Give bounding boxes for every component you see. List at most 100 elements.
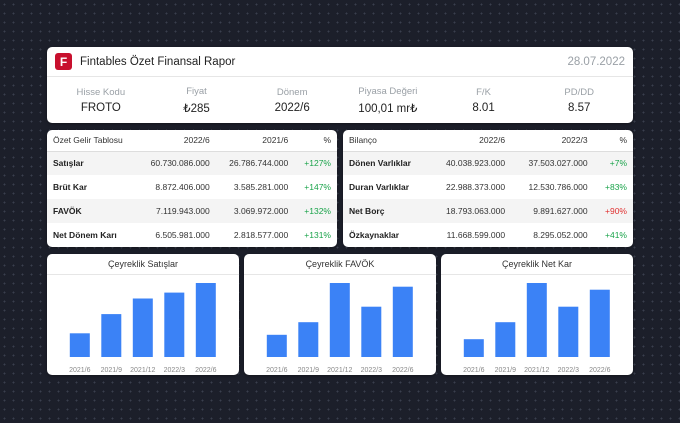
quarterly-net-profit-chart-card: Çeyreklik Net Kar 2021/6 2021/9 2021/12 202… bbox=[441, 254, 633, 375]
x-tick-label: 2021/9 bbox=[495, 367, 517, 374]
bar-2021-9 bbox=[101, 314, 122, 357]
table-row: FAVÖK 7.119.943.000 3.069.972.000 +132% bbox=[47, 199, 337, 223]
cell-value: 7.119.943.000 bbox=[156, 206, 210, 216]
row-label: Net Borç bbox=[349, 206, 385, 216]
report-title: Fintables Özet Finansal Rapor bbox=[80, 55, 236, 68]
table-row: Dönen Varlıklar 40.038.923.000 37.503.02… bbox=[343, 151, 633, 175]
stat-label: Fiyat bbox=[186, 85, 207, 97]
column-header: 2022/3 bbox=[561, 135, 588, 146]
x-tick-label: 2021/9 bbox=[298, 367, 320, 374]
bar-2021-12 bbox=[526, 283, 547, 357]
column-header: % bbox=[323, 135, 331, 146]
report-date: 28.07.2022 bbox=[567, 55, 625, 68]
table-row: Özkaynaklar 11.668.599.000 8.295.052.000… bbox=[343, 223, 633, 247]
table-row: Net Borç 18.793.063.000 9.891.627.000 +9… bbox=[343, 199, 633, 223]
quarterly-ebitda-chart-card: Çeyreklik FAVÖK 2021/6 2021/9 2021/12 2022/… bbox=[244, 254, 436, 375]
bar-2021-12 bbox=[329, 283, 350, 357]
quarterly-net-profit-chart: 2021/6 2021/9 2021/12 2022/3 2022/6 bbox=[463, 283, 611, 374]
stat-pe-ratio: F/K 8.01 bbox=[436, 77, 532, 123]
x-tick-label: 2022/3 bbox=[558, 367, 580, 374]
table-row: Net Dönem Karı 6.505.981.000 2.818.577.0… bbox=[47, 223, 337, 247]
stat-label: F/K bbox=[476, 86, 491, 98]
stat-label: Hisse Kodu bbox=[76, 86, 126, 98]
x-tick-label: 2021/9 bbox=[101, 367, 123, 374]
bar-2022-3 bbox=[164, 292, 185, 357]
chart-title: Çeyreklik Satışlar bbox=[47, 254, 239, 275]
quarterly-ebitda-chart: 2021/6 2021/9 2021/12 2022/3 2022/6 bbox=[266, 283, 414, 374]
stat-value: 100,01 mr₺ bbox=[358, 102, 418, 115]
stat-ticker: Hisse Kodu FROTO bbox=[53, 77, 149, 123]
x-tick-label: 2021/12 bbox=[327, 367, 352, 374]
chart-title: Çeyreklik FAVÖK bbox=[244, 254, 436, 275]
stat-value: FROTO bbox=[80, 101, 121, 114]
change-percent: +132% bbox=[304, 206, 331, 216]
row-label: Brüt Kar bbox=[53, 182, 88, 192]
cell-value: 40.038.923.000 bbox=[446, 158, 506, 169]
cell-value: 11.668.599.000 bbox=[446, 230, 506, 240]
column-header: 2021/6 bbox=[262, 135, 289, 146]
quarterly-sales-chart-card: Çeyreklik Satışlar 2021/6 2021/9 2021/12 20… bbox=[47, 254, 239, 375]
x-tick-label: 2021/6 bbox=[463, 367, 485, 374]
stat-label: Dönem bbox=[276, 86, 308, 98]
cell-value: 3.069.972.000 bbox=[233, 206, 289, 216]
column-header: Bilanço bbox=[349, 135, 377, 146]
cell-value: 2.818.577.000 bbox=[233, 230, 289, 240]
stat-market-cap: Piyasa Değeri 100,01 mr₺ bbox=[340, 77, 436, 123]
quarterly-sales-chart: 2021/6 2021/9 2021/12 2022/3 2022/6 bbox=[69, 283, 217, 374]
change-percent: +131% bbox=[304, 230, 331, 240]
table-row: Satışlar 60.730.086.000 26.786.744.000 +… bbox=[47, 151, 337, 175]
change-percent: +147% bbox=[304, 182, 331, 192]
income-statement-card: Özet Gelir Tablosu 2022/6 2021/6 % Satış… bbox=[47, 130, 337, 247]
cell-value: 22.988.373.000 bbox=[446, 182, 506, 192]
balance-sheet-table: Bilanço 2022/6 2022/3 % Dönen Varlıklar … bbox=[343, 130, 633, 247]
stat-label: PD/DD bbox=[564, 86, 594, 98]
column-header: % bbox=[619, 135, 627, 146]
cell-value: 60.730.086.000 bbox=[150, 158, 210, 169]
bar-2022-6 bbox=[589, 289, 610, 357]
row-label: FAVÖK bbox=[53, 206, 82, 216]
x-tick-label: 2021/6 bbox=[69, 367, 91, 374]
cell-value: 37.503.027.000 bbox=[528, 158, 588, 169]
report-header-bar: F Fintables Özet Finansal Rapor 28.07.20… bbox=[47, 47, 633, 77]
change-percent: +41% bbox=[605, 230, 627, 240]
table-row: Brüt Kar 8.872.406.000 3.585.281.000 +14… bbox=[47, 175, 337, 199]
x-tick-label: 2022/3 bbox=[164, 367, 186, 374]
stat-pb-ratio: PD/DD 8.57 bbox=[531, 77, 627, 123]
stat-label: Piyasa Değeri bbox=[358, 85, 418, 97]
row-label: Net Dönem Karı bbox=[53, 230, 117, 240]
stat-period: Dönem 2022/6 bbox=[244, 77, 340, 123]
table-header-row: Bilanço 2022/6 2022/3 % bbox=[343, 130, 633, 151]
bar-2021-9 bbox=[298, 322, 319, 357]
stat-value: 2022/6 bbox=[274, 101, 310, 114]
stat-value: 8.01 bbox=[472, 101, 495, 114]
bar-2021-6 bbox=[266, 334, 287, 357]
cell-value: 8.872.406.000 bbox=[155, 182, 210, 192]
x-tick-label: 2022/6 bbox=[195, 367, 217, 374]
row-label: Satışlar bbox=[53, 158, 84, 169]
cell-value: 6.505.981.000 bbox=[155, 230, 210, 240]
bar-2021-9 bbox=[495, 322, 516, 357]
bar-2022-3 bbox=[558, 306, 579, 357]
x-tick-label: 2022/6 bbox=[589, 367, 611, 374]
report-header-card: F Fintables Özet Finansal Rapor 28.07.20… bbox=[47, 47, 633, 123]
x-tick-label: 2022/6 bbox=[392, 367, 414, 374]
cell-value: 8.295.052.000 bbox=[533, 230, 588, 240]
stat-price: Fiyat ₺285 bbox=[149, 77, 245, 123]
bar-2021-12 bbox=[132, 298, 153, 357]
stat-value: ₺285 bbox=[183, 102, 210, 115]
change-percent: +7% bbox=[609, 158, 627, 169]
income-statement-table: Özet Gelir Tablosu 2022/6 2021/6 % Satış… bbox=[47, 130, 337, 247]
balance-sheet-card: Bilanço 2022/6 2022/3 % Dönen Varlıklar … bbox=[343, 130, 633, 247]
bar-2021-6 bbox=[69, 333, 90, 357]
row-label: Dönen Varlıklar bbox=[349, 158, 411, 169]
x-tick-label: 2021/6 bbox=[266, 367, 288, 374]
x-tick-label: 2021/12 bbox=[130, 367, 155, 374]
row-label: Özkaynaklar bbox=[349, 230, 400, 240]
x-tick-label: 2022/3 bbox=[361, 367, 383, 374]
bar-2022-6 bbox=[195, 283, 216, 357]
cell-value: 26.786.744.000 bbox=[229, 158, 289, 169]
column-header: 2022/6 bbox=[183, 135, 210, 146]
change-percent: +90% bbox=[605, 206, 627, 216]
row-label: Duran Varlıklar bbox=[349, 182, 410, 192]
x-tick-label: 2021/12 bbox=[524, 367, 549, 374]
